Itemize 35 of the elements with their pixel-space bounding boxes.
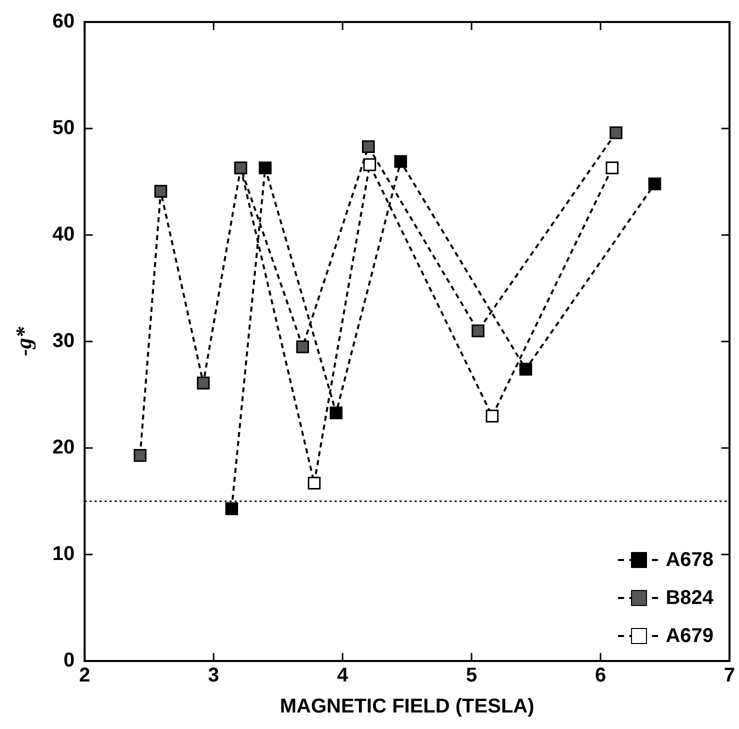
point — [472, 324, 484, 338]
point — [134, 449, 147, 462]
x-tick-label: 6 — [594, 664, 606, 687]
legend-label: A679 — [666, 624, 714, 648]
y-tick-label: 0 — [64, 650, 75, 672]
legend-label: A678 — [666, 548, 714, 572]
point — [648, 177, 662, 190]
point — [308, 476, 321, 490]
y-tick-label: 20 — [52, 436, 75, 459]
point — [486, 410, 499, 422]
x-tick-label: 5 — [466, 664, 478, 687]
x-tick-label: 4 — [337, 664, 350, 687]
y-axis-title: -g* — [10, 326, 36, 356]
point — [330, 406, 343, 420]
point — [225, 502, 238, 516]
y-tick-label: 50 — [52, 117, 75, 140]
x-tick-label: 7 — [724, 664, 736, 687]
x-axis-title: MAGNETIC FIELD (TESLA) — [280, 696, 534, 718]
point — [363, 158, 376, 172]
point — [394, 155, 408, 168]
x-tick-label: 2 — [79, 664, 90, 687]
point — [296, 340, 310, 354]
point — [258, 162, 272, 174]
point — [196, 376, 210, 390]
y-tick-label: 60 — [52, 10, 75, 33]
point — [362, 140, 375, 154]
point — [606, 162, 619, 174]
legend-label: B824 — [666, 586, 714, 610]
y-tick-label: 30 — [52, 330, 75, 352]
point — [519, 362, 532, 376]
x-tick-label: 3 — [208, 664, 220, 687]
point — [610, 126, 622, 140]
y-tick-label: 10 — [52, 543, 75, 566]
point — [154, 184, 168, 198]
y-tick-label: 40 — [52, 224, 75, 246]
